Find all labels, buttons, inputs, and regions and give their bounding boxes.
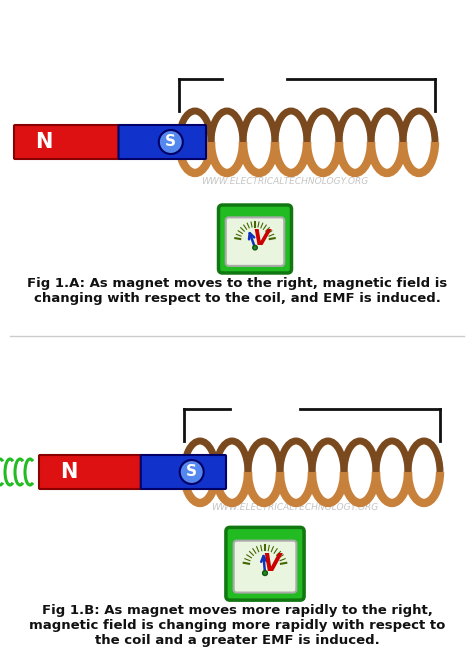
FancyBboxPatch shape — [219, 205, 292, 273]
Bar — [0, 336, 474, 672]
Text: S: S — [186, 464, 197, 480]
Circle shape — [180, 460, 204, 484]
FancyBboxPatch shape — [141, 455, 226, 489]
Text: V: V — [262, 552, 281, 576]
Text: N: N — [60, 462, 77, 482]
FancyBboxPatch shape — [14, 125, 120, 159]
Text: WWW.ELECTRICALTECHNOLOGY.ORG: WWW.ELECTRICALTECHNOLOGY.ORG — [211, 503, 379, 511]
Text: S: S — [165, 134, 176, 149]
Bar — [0, 0, 474, 336]
Text: WWW.ELECTRICALTECHNOLOGY.ORG: WWW.ELECTRICALTECHNOLOGY.ORG — [201, 177, 369, 187]
Text: Fig 1.B: As magnet moves more rapidly to the right,
magnetic field is changing m: Fig 1.B: As magnet moves more rapidly to… — [29, 604, 445, 647]
FancyBboxPatch shape — [118, 125, 206, 159]
FancyBboxPatch shape — [234, 541, 296, 593]
Circle shape — [159, 130, 183, 154]
Circle shape — [253, 245, 257, 250]
Text: Fig 1.A: As magnet moves to the right, magnetic field is
changing with respect t: Fig 1.A: As magnet moves to the right, m… — [27, 277, 447, 305]
FancyBboxPatch shape — [226, 528, 304, 600]
FancyBboxPatch shape — [226, 217, 284, 266]
Circle shape — [263, 571, 267, 575]
FancyBboxPatch shape — [39, 455, 143, 489]
Text: N: N — [36, 132, 53, 152]
Text: V: V — [252, 229, 270, 249]
